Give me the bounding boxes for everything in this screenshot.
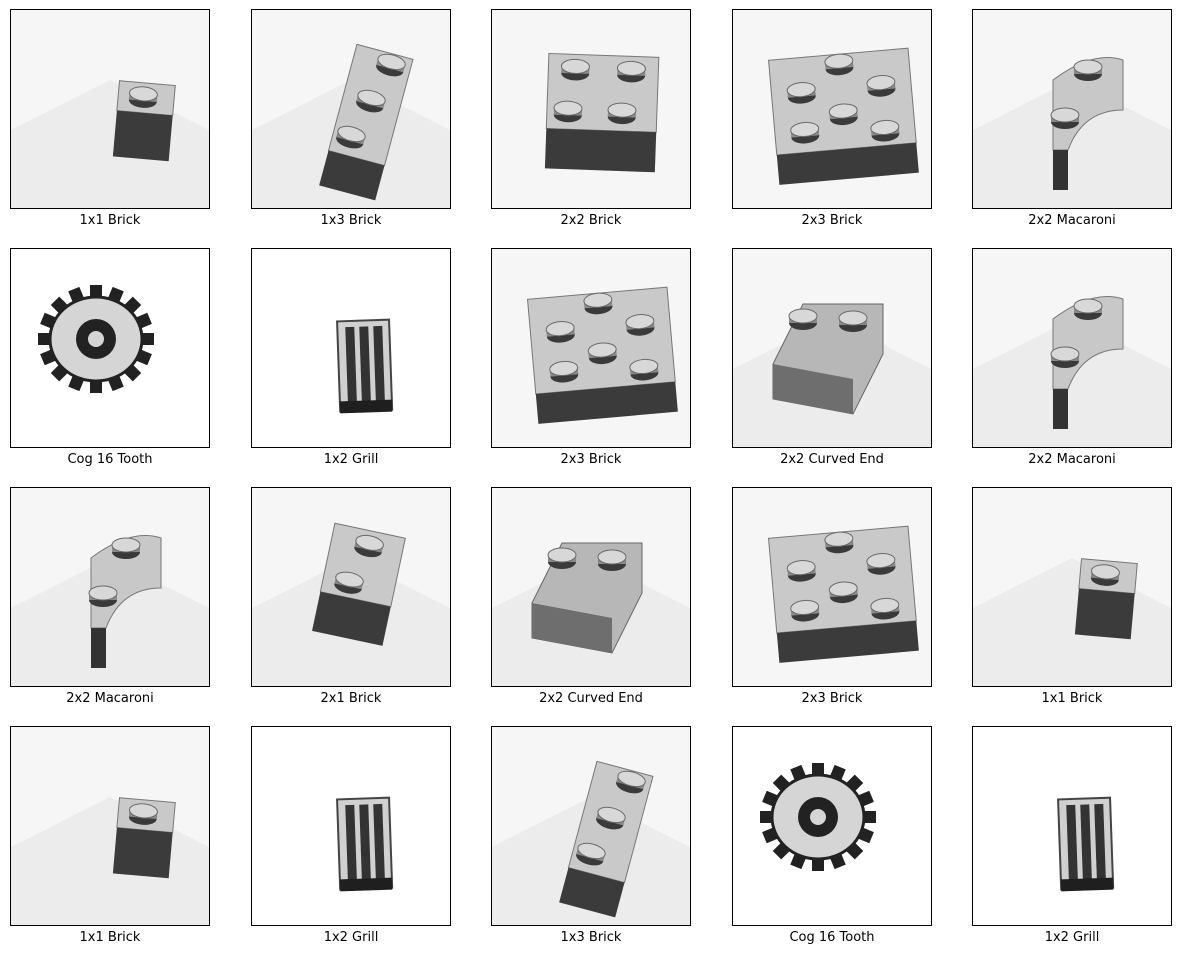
image-caption: 1x2 Grill [323, 452, 379, 467]
curved-end-2x2-icon [491, 487, 691, 687]
cog-16-tooth-icon [10, 248, 210, 448]
image-caption: 2x3 Brick [801, 691, 863, 706]
cog-16-tooth-icon [732, 726, 932, 926]
brick-1x1-icon [10, 9, 210, 209]
image-caption: 1x3 Brick [320, 213, 382, 228]
image-caption: 1x3 Brick [560, 930, 622, 945]
image-caption: 1x1 Brick [79, 930, 141, 945]
brick-1x1-icon [972, 487, 1172, 687]
curved-end-2x2-icon [732, 248, 932, 448]
brick-1x3-icon [251, 9, 451, 209]
image-caption: 2x1 Brick [320, 691, 382, 706]
brick-2x3-icon [491, 248, 691, 448]
image-caption: 2x2 Macaroni [1028, 213, 1116, 228]
image-caption: 2x2 Macaroni [66, 691, 154, 706]
image-caption: 2x3 Brick [801, 213, 863, 228]
brick-1x3-icon [491, 726, 691, 926]
image-caption: 1x1 Brick [79, 213, 141, 228]
grill-1x2-icon [251, 726, 451, 926]
image-caption: 2x3 Brick [560, 452, 622, 467]
image-caption: 1x2 Grill [1044, 930, 1100, 945]
brick-2x3-icon [732, 487, 932, 687]
grill-1x2-icon [972, 726, 1172, 926]
grill-1x2-icon [251, 248, 451, 448]
macaroni-2x2-icon [972, 248, 1172, 448]
image-caption: 2x2 Curved End [780, 452, 884, 467]
macaroni-2x2-icon [972, 9, 1172, 209]
brick-1x1-icon [10, 726, 210, 926]
image-caption: 2x2 Macaroni [1028, 452, 1116, 467]
image-caption: 2x2 Brick [560, 213, 622, 228]
image-caption: 1x1 Brick [1041, 691, 1103, 706]
brick-2x1-icon [251, 487, 451, 687]
image-caption: Cog 16 Tooth [67, 452, 153, 467]
brick-2x3-icon [732, 9, 932, 209]
image-caption: 1x2 Grill [323, 930, 379, 945]
image-caption: 2x2 Curved End [539, 691, 643, 706]
image-caption: Cog 16 Tooth [789, 930, 875, 945]
macaroni-2x2-icon [10, 487, 210, 687]
brick-2x2-icon [491, 9, 691, 209]
